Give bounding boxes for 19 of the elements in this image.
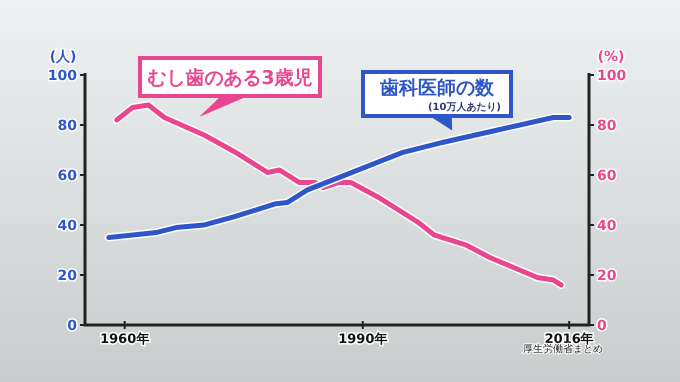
annotation: (10万人あたり)	[428, 101, 501, 113]
y2-tick-label: 100	[597, 68, 626, 84]
series-label: 歯科医師の数	[379, 77, 495, 99]
y-tick-label: 100	[48, 68, 78, 84]
y-tick-label: 20	[58, 268, 78, 284]
y2-tick-label: 60	[597, 168, 617, 184]
y2-axis-title: (%)	[598, 49, 624, 65]
y2-tick-label: 20	[597, 268, 617, 284]
y-tick-label: 60	[58, 168, 78, 184]
x-tick-label: 1990年	[338, 332, 388, 347]
series-label: むし歯のある3歳児	[147, 67, 313, 89]
y-axis-title: (人)	[50, 49, 76, 65]
y-tick-label: 40	[58, 218, 78, 234]
x-tick-label: 1960年	[100, 332, 150, 347]
y-tick-label: 80	[58, 118, 78, 134]
y2-tick-label: 40	[597, 218, 617, 234]
y2-tick-label: 0	[597, 318, 607, 334]
y2-tick-label: 80	[597, 118, 617, 134]
y-tick-label: 0	[67, 318, 78, 334]
